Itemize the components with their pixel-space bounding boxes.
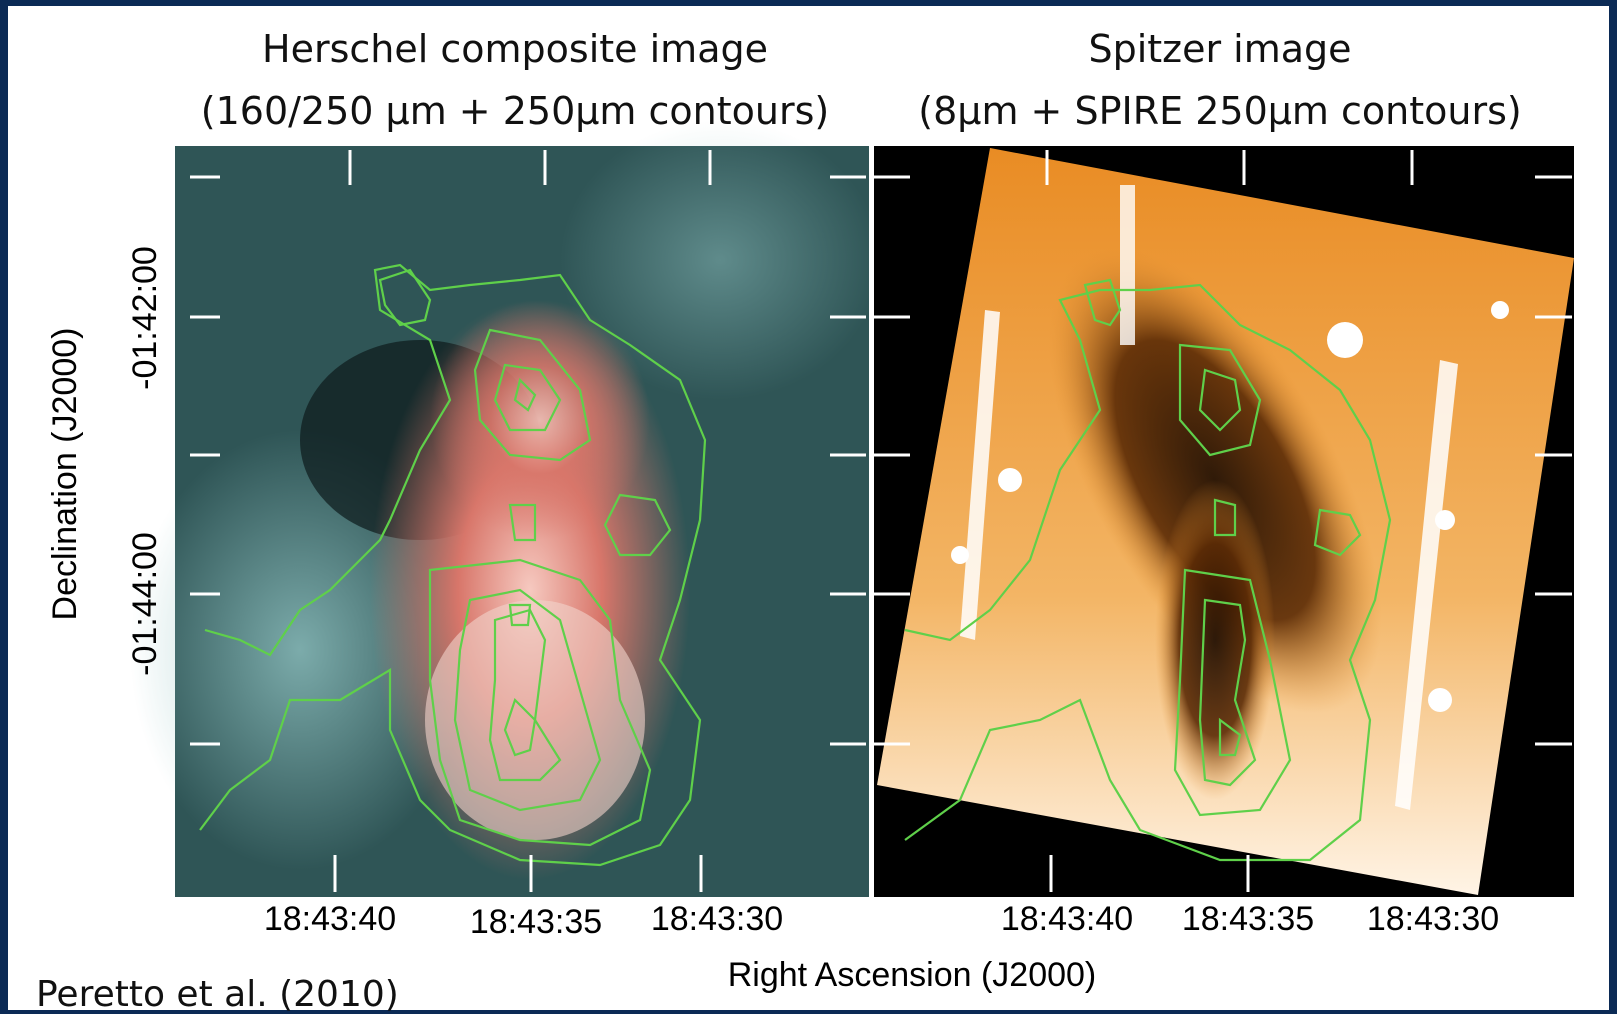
x-tick-label: 18:43:40 <box>1001 900 1133 938</box>
panel-subtitle: (8µm + SPIRE 250µm contours) <box>918 89 1521 133</box>
slide: Herschel composite image (160/250 µm + 2… <box>0 0 1617 1014</box>
spitzer-image <box>874 146 1574 897</box>
x-tick-label: 18:43:30 <box>651 900 783 938</box>
page: {"panels": [ {"title": ["Herschel compos… <box>0 0 1617 1014</box>
x-tick-label: 18:43:30 <box>1367 900 1499 938</box>
y-axis-label: Declination (J2000) <box>46 328 84 621</box>
x-tick-label: 18:43:35 <box>470 903 602 941</box>
x-axis-label: Right Ascension (J2000) <box>728 956 1097 994</box>
y-tick-label: -01:44:00 <box>126 532 164 676</box>
credit: Peretto et al. (2010) <box>36 974 399 1014</box>
panel-title: Spitzer image <box>1088 27 1351 71</box>
herschel-image <box>130 120 880 897</box>
x-tick-label: 18:43:35 <box>1182 900 1314 938</box>
y-tick-label: -01:42:00 <box>126 246 164 390</box>
panel-title: Herschel composite image <box>262 27 768 71</box>
x-tick-label: 18:43:40 <box>264 900 396 938</box>
